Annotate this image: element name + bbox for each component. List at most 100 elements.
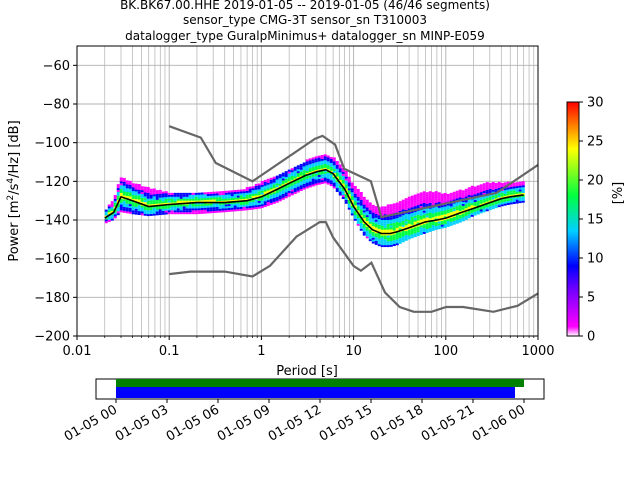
density-cell bbox=[287, 177, 291, 180]
density-cell bbox=[152, 200, 156, 203]
density-cell bbox=[476, 193, 480, 196]
density-cell bbox=[422, 193, 426, 196]
density-cell bbox=[230, 199, 234, 202]
density-cell bbox=[191, 212, 195, 215]
density-cell bbox=[221, 210, 225, 213]
density-cell bbox=[293, 180, 297, 183]
density-cell bbox=[311, 174, 315, 177]
density-cell bbox=[443, 210, 447, 213]
density-cell bbox=[311, 170, 315, 173]
density-cell bbox=[518, 185, 522, 188]
x-tick-label: 1 bbox=[257, 344, 265, 359]
density-cell bbox=[266, 178, 270, 181]
density-cell bbox=[362, 231, 366, 234]
density-cell bbox=[269, 193, 273, 196]
density-cell bbox=[227, 206, 231, 209]
density-cell bbox=[446, 215, 450, 218]
density-cell bbox=[263, 189, 267, 192]
density-cell bbox=[119, 179, 123, 182]
density-cell bbox=[218, 193, 222, 196]
density-cell bbox=[338, 178, 342, 181]
density-cell bbox=[326, 165, 330, 168]
density-cell bbox=[428, 226, 432, 229]
density-cell bbox=[389, 210, 393, 213]
density-cell bbox=[350, 188, 354, 191]
density-cell bbox=[218, 198, 222, 201]
density-cell bbox=[359, 221, 363, 224]
density-cell bbox=[461, 192, 465, 195]
density-cell bbox=[146, 190, 150, 193]
density-cell bbox=[497, 201, 501, 204]
density-cell bbox=[506, 202, 510, 205]
density-cell bbox=[377, 215, 381, 218]
density-cell bbox=[182, 198, 186, 201]
density-cell bbox=[131, 183, 135, 186]
density-cell bbox=[233, 207, 237, 210]
density-cell bbox=[401, 232, 405, 235]
density-cell bbox=[353, 187, 357, 190]
density-cell bbox=[347, 178, 351, 181]
density-cell bbox=[254, 183, 258, 186]
density-cell bbox=[488, 202, 492, 205]
density-cell bbox=[401, 207, 405, 210]
density-cell bbox=[122, 185, 126, 188]
density-cell bbox=[485, 199, 489, 202]
density-cell bbox=[356, 200, 360, 203]
density-cell bbox=[449, 208, 453, 211]
density-cell bbox=[473, 188, 477, 191]
density-cell bbox=[365, 211, 369, 214]
density-cell bbox=[332, 186, 336, 189]
density-cell bbox=[296, 182, 300, 185]
density-cell bbox=[458, 210, 462, 213]
density-cell bbox=[236, 201, 240, 204]
density-cell bbox=[191, 198, 195, 201]
density-cell bbox=[389, 206, 393, 209]
density-cell bbox=[404, 223, 408, 226]
density-cell bbox=[377, 242, 381, 245]
density-cell bbox=[515, 182, 519, 185]
density-cell bbox=[260, 198, 264, 201]
density-cell bbox=[488, 183, 492, 186]
density-cell bbox=[122, 205, 126, 208]
density-cell bbox=[395, 239, 399, 242]
timeline-tick-label: 01-05 21 bbox=[419, 402, 477, 444]
density-cell bbox=[371, 241, 375, 244]
density-cell bbox=[404, 213, 408, 216]
density-cell bbox=[359, 215, 363, 218]
density-cell bbox=[281, 176, 285, 179]
density-cell bbox=[485, 186, 489, 189]
density-cell bbox=[428, 222, 432, 225]
density-cell bbox=[203, 205, 207, 208]
density-cell bbox=[128, 209, 132, 212]
density-cell bbox=[386, 239, 390, 242]
density-cell bbox=[269, 181, 273, 184]
density-cell bbox=[461, 213, 465, 216]
density-cell bbox=[350, 197, 354, 200]
density-cell bbox=[428, 191, 432, 194]
density-cell bbox=[356, 214, 360, 217]
density-cell bbox=[209, 209, 213, 212]
density-cell bbox=[191, 196, 195, 199]
density-cell bbox=[167, 208, 171, 211]
density-cell bbox=[338, 183, 342, 186]
density-cell bbox=[446, 209, 450, 212]
density-cell bbox=[404, 215, 408, 218]
density-cell bbox=[497, 187, 501, 190]
density-cell bbox=[458, 205, 462, 208]
density-cell bbox=[512, 186, 516, 189]
density-cell bbox=[413, 223, 417, 226]
density-cell bbox=[335, 184, 339, 187]
density-cell bbox=[455, 210, 459, 213]
density-cell bbox=[170, 198, 174, 201]
density-cell bbox=[275, 183, 279, 186]
density-cell bbox=[377, 244, 381, 247]
density-cell bbox=[131, 196, 135, 199]
density-cell bbox=[425, 201, 429, 204]
density-cell bbox=[275, 191, 279, 194]
density-cell bbox=[455, 190, 459, 193]
density-cell bbox=[203, 192, 207, 195]
density-cell bbox=[260, 192, 264, 195]
density-cell bbox=[383, 235, 387, 238]
density-cell bbox=[398, 237, 402, 240]
density-cell bbox=[299, 173, 303, 176]
